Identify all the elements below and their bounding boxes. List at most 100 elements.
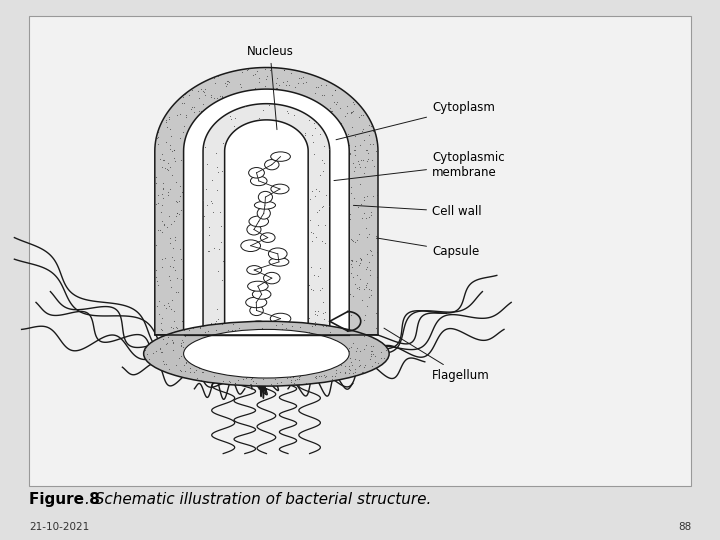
Point [354,163,366,172]
Point [318,382,329,390]
Point [258,280,269,289]
Point [334,213,346,222]
Point [254,284,266,292]
Point [168,146,179,155]
Point [189,256,201,265]
Point [305,109,316,118]
Point [171,111,183,119]
Point [305,363,317,372]
Point [251,256,262,265]
Point [351,257,362,266]
Point [220,273,231,282]
Point [250,161,261,170]
Text: . Schematic illustration of bacterial structure.: . Schematic illustration of bacterial st… [85,492,431,507]
Point [359,284,370,293]
Point [382,374,394,382]
Point [209,116,220,125]
Point [311,166,323,175]
Point [223,273,235,281]
Point [269,352,280,360]
Point [220,215,231,224]
Point [243,289,255,298]
Point [220,173,232,182]
Point [349,364,361,373]
Point [361,263,373,272]
Point [325,143,336,152]
Point [202,234,213,243]
Point [184,201,196,210]
Point [297,380,309,389]
Point [166,132,177,140]
Point [225,248,236,256]
Ellipse shape [271,152,290,161]
Point [156,150,168,158]
Point [355,255,366,264]
Point [263,191,274,199]
Point [338,281,349,289]
Point [263,307,274,316]
Point [215,92,226,100]
Point [264,260,276,268]
Point [310,274,321,283]
Point [365,373,377,382]
Point [322,256,333,265]
Point [258,82,270,90]
Point [167,370,179,379]
Point [330,303,342,312]
Point [366,291,377,300]
Point [294,319,306,327]
Point [209,308,220,317]
Point [300,307,312,316]
Ellipse shape [261,233,275,242]
Point [175,352,186,361]
Point [255,329,266,338]
Point [194,322,206,331]
Point [225,201,237,210]
Point [387,379,398,388]
Point [295,141,307,150]
Point [204,223,215,232]
Point [281,77,292,85]
Point [345,215,356,224]
Point [177,338,189,346]
Point [302,255,314,264]
Point [233,302,244,311]
Point [257,111,269,120]
Point [220,341,232,349]
Point [286,308,297,316]
Point [161,105,173,113]
Point [262,127,274,136]
Point [354,347,366,355]
Point [251,137,263,145]
Point [263,306,274,315]
Ellipse shape [264,272,280,284]
Point [186,334,197,342]
Point [343,347,354,355]
Point [226,173,238,182]
Point [153,310,165,319]
Point [205,118,217,126]
Point [277,232,289,241]
Point [247,187,258,195]
Point [312,161,324,170]
Point [240,353,252,362]
Point [235,123,247,131]
Point [255,122,266,130]
Point [244,303,256,312]
Point [345,260,356,268]
Point [225,378,236,387]
Point [207,132,219,141]
Point [300,276,312,285]
Point [339,174,351,183]
Point [298,341,310,350]
Point [231,306,243,315]
Point [214,220,225,229]
Point [264,372,276,380]
Point [381,345,392,354]
Point [306,329,318,338]
Point [261,128,273,137]
Point [335,242,346,251]
Point [248,146,260,155]
Point [372,273,383,281]
Point [285,69,297,77]
